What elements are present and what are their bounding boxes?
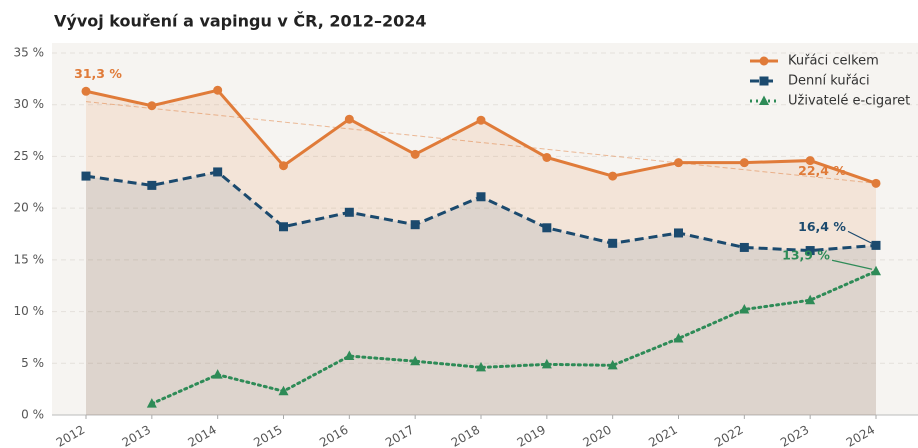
annotation-arrow: [847, 230, 873, 244]
annotation: 22,4 %: [798, 163, 846, 178]
data-point: [410, 149, 420, 159]
legend-label: Denní kuřáci: [788, 74, 870, 89]
data-point: [739, 242, 749, 252]
data-point: [213, 167, 223, 177]
series-line: [150, 269, 878, 406]
data-point: [81, 171, 91, 181]
data-point: [673, 332, 684, 343]
x-tick-label: 2013: [120, 423, 153, 448]
data-point: [805, 156, 815, 166]
legend-label: Uživatelé e-cigaret: [788, 94, 910, 109]
data-point: [608, 171, 618, 181]
data-point: [279, 161, 288, 171]
data-point: [739, 304, 750, 314]
data-point: [476, 361, 486, 372]
data-point: [739, 158, 749, 168]
x-tick-label: 2024: [844, 423, 877, 448]
annotation: 13,9 %: [782, 248, 830, 263]
data-point: [871, 240, 881, 250]
data-point: [542, 223, 552, 233]
x-tick-label: 2021: [646, 423, 679, 448]
data-point: [410, 220, 420, 230]
data-point: [410, 355, 421, 366]
data-point: [871, 178, 881, 188]
x-tick-label: 2023: [778, 423, 811, 448]
data-point: [212, 369, 223, 379]
x-tick-label: 2022: [712, 423, 745, 448]
annotation-arrow: [831, 259, 873, 270]
y-tick-label: 25 %: [14, 149, 45, 163]
x-tick-label: 2020: [580, 423, 613, 448]
data-point: [805, 294, 816, 305]
y-tick-label: 0 %: [21, 408, 44, 422]
x-tick-label: 2012: [54, 423, 87, 448]
data-point: [146, 398, 157, 408]
data-point: [541, 358, 552, 369]
y-tick-label: 35 %: [14, 46, 45, 60]
annotation: 16,4 %: [798, 219, 846, 234]
data-point: [608, 238, 618, 248]
data-point: [213, 85, 223, 95]
data-point: [278, 385, 289, 396]
legend-marker: [759, 56, 769, 66]
data-point: [81, 86, 91, 96]
x-tick-label: 2015: [251, 423, 284, 448]
data-point: [147, 180, 157, 190]
data-point: [805, 246, 815, 256]
trend-line: [85, 101, 877, 184]
data-point: [344, 207, 354, 217]
data-point: [674, 158, 683, 168]
chart-title: Vývoj kouření a vapingu v ČR, 2012–2024: [54, 12, 426, 31]
y-tick-label: 5 %: [21, 356, 44, 370]
x-tick-label: 2017: [383, 423, 416, 448]
legend-label: Kuřáci celkem: [788, 54, 879, 69]
y-tick-label: 30 %: [14, 97, 45, 111]
y-tick-label: 20 %: [14, 201, 45, 215]
x-tick-label: 2014: [185, 423, 218, 448]
legend-marker: [759, 95, 769, 105]
x-tick-label: 2018: [449, 423, 482, 448]
x-tick-label: 2019: [515, 423, 548, 448]
x-tick-label: 2016: [317, 423, 350, 448]
y-tick-label: 10 %: [14, 304, 45, 318]
data-point: [344, 114, 354, 124]
legend-marker: [759, 76, 769, 86]
data-point: [871, 265, 881, 276]
y-tick-label: 15 %: [14, 252, 45, 266]
data-point: [344, 350, 355, 361]
data-point: [279, 222, 288, 232]
series-area: [86, 171, 876, 415]
data-point: [147, 101, 157, 111]
data-point: [476, 115, 486, 125]
data-point: [607, 359, 618, 370]
data-point: [542, 152, 552, 162]
data-point: [476, 192, 486, 202]
annotation: 31,3 %: [74, 66, 122, 81]
data-point: [674, 228, 683, 238]
